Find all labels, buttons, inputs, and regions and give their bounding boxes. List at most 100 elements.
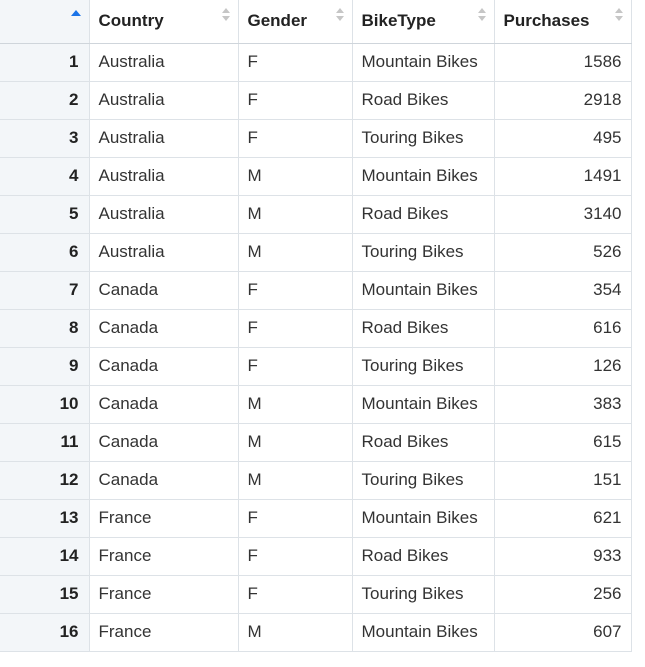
row-index-cell: 12 bbox=[0, 461, 90, 500]
table-row[interactable]: 12 Canada M Touring Bikes 151 bbox=[0, 461, 632, 500]
country-cell: France bbox=[89, 575, 239, 614]
biketype-cell: Mountain Bikes bbox=[352, 613, 495, 652]
column-header-gender[interactable]: Gender bbox=[238, 0, 353, 44]
gender-cell: F bbox=[238, 81, 353, 120]
country-cell: Australia bbox=[89, 81, 239, 120]
table-row[interactable]: 7 Canada F Mountain Bikes 354 bbox=[0, 271, 632, 310]
gender-cell: M bbox=[238, 613, 353, 652]
column-header-label: BikeType bbox=[361, 11, 436, 31]
purchases-cell: 256 bbox=[494, 575, 632, 614]
gender-cell: M bbox=[238, 195, 353, 234]
purchases-cell: 2918 bbox=[494, 81, 632, 120]
biketype-cell: Road Bikes bbox=[352, 309, 495, 348]
country-cell: Canada bbox=[89, 309, 239, 348]
gender-cell: F bbox=[238, 575, 353, 614]
row-index-cell: 14 bbox=[0, 537, 90, 576]
biketype-cell: Mountain Bikes bbox=[352, 43, 495, 82]
gender-cell: F bbox=[238, 537, 353, 576]
country-cell: Canada bbox=[89, 461, 239, 500]
country-cell: France bbox=[89, 537, 239, 576]
table-row[interactable]: 11 Canada M Road Bikes 615 bbox=[0, 423, 632, 462]
column-header-label: Gender bbox=[247, 11, 308, 31]
table-row[interactable]: 16 France M Mountain Bikes 607 bbox=[0, 613, 632, 652]
row-index-cell: 7 bbox=[0, 271, 90, 310]
row-index-cell: 15 bbox=[0, 575, 90, 614]
purchases-cell: 3140 bbox=[494, 195, 632, 234]
table-row[interactable]: 13 France F Mountain Bikes 621 bbox=[0, 499, 632, 538]
country-cell: Australia bbox=[89, 119, 239, 158]
purchases-cell: 607 bbox=[494, 613, 632, 652]
row-index-cell: 4 bbox=[0, 157, 90, 196]
sort-ascending-icon[interactable] bbox=[70, 10, 81, 16]
table-row[interactable]: 4 Australia M Mountain Bikes 1491 bbox=[0, 157, 632, 196]
country-cell: Australia bbox=[89, 43, 239, 82]
purchases-cell: 526 bbox=[494, 233, 632, 272]
table-body: 1 Australia F Mountain Bikes 1586 2 Australia F… bbox=[0, 43, 632, 652]
table-row[interactable]: 2 Australia F Road Bikes 2918 bbox=[0, 81, 632, 120]
table-row[interactable]: 10 Canada M Mountain Bikes 383 bbox=[0, 385, 632, 424]
sort-both-icon[interactable] bbox=[614, 8, 623, 22]
country-cell: France bbox=[89, 613, 239, 652]
row-index-cell: 9 bbox=[0, 347, 90, 386]
table-row[interactable]: 8 Canada F Road Bikes 616 bbox=[0, 309, 632, 348]
biketype-cell: Mountain Bikes bbox=[352, 271, 495, 310]
table-row[interactable]: 6 Australia M Touring Bikes 526 bbox=[0, 233, 632, 272]
country-cell: Canada bbox=[89, 271, 239, 310]
row-index-cell: 1 bbox=[0, 43, 90, 82]
country-cell: Canada bbox=[89, 423, 239, 462]
purchases-cell: 1586 bbox=[494, 43, 632, 82]
purchases-cell: 1491 bbox=[494, 157, 632, 196]
sort-both-icon[interactable] bbox=[477, 8, 486, 22]
biketype-cell: Mountain Bikes bbox=[352, 499, 495, 538]
purchases-cell: 616 bbox=[494, 309, 632, 348]
biketype-cell: Touring Bikes bbox=[352, 119, 495, 158]
gender-cell: F bbox=[238, 119, 353, 158]
gender-cell: M bbox=[238, 461, 353, 500]
biketype-cell: Road Bikes bbox=[352, 537, 495, 576]
column-header-country[interactable]: Country bbox=[89, 0, 239, 44]
biketype-cell: Road Bikes bbox=[352, 423, 495, 462]
country-cell: Australia bbox=[89, 233, 239, 272]
table-row[interactable]: 3 Australia F Touring Bikes 495 bbox=[0, 119, 632, 158]
biketype-cell: Road Bikes bbox=[352, 81, 495, 120]
header-row: Country Gender BikeType Purchases bbox=[0, 0, 632, 44]
column-header-purchases[interactable]: Purchases bbox=[494, 0, 632, 44]
data-table: Country Gender BikeType Purchases 1 Austr… bbox=[0, 0, 632, 652]
row-index-cell: 2 bbox=[0, 81, 90, 120]
row-index-cell: 11 bbox=[0, 423, 90, 462]
purchases-cell: 615 bbox=[494, 423, 632, 462]
row-index-cell: 10 bbox=[0, 385, 90, 424]
purchases-cell: 354 bbox=[494, 271, 632, 310]
row-index-cell: 13 bbox=[0, 499, 90, 538]
gender-cell: F bbox=[238, 43, 353, 82]
table-row[interactable]: 14 France F Road Bikes 933 bbox=[0, 537, 632, 576]
biketype-cell: Road Bikes bbox=[352, 195, 495, 234]
sort-both-icon[interactable] bbox=[335, 8, 344, 22]
column-header-label: Purchases bbox=[503, 11, 590, 31]
row-index-cell: 6 bbox=[0, 233, 90, 272]
gender-cell: F bbox=[238, 309, 353, 348]
purchases-cell: 933 bbox=[494, 537, 632, 576]
biketype-cell: Touring Bikes bbox=[352, 347, 495, 386]
gender-cell: F bbox=[238, 271, 353, 310]
gender-cell: M bbox=[238, 157, 353, 196]
purchases-cell: 151 bbox=[494, 461, 632, 500]
column-header-biketype[interactable]: BikeType bbox=[352, 0, 495, 44]
biketype-cell: Touring Bikes bbox=[352, 233, 495, 272]
purchases-cell: 621 bbox=[494, 499, 632, 538]
biketype-cell: Mountain Bikes bbox=[352, 385, 495, 424]
row-index-cell: 5 bbox=[0, 195, 90, 234]
biketype-cell: Touring Bikes bbox=[352, 575, 495, 614]
country-cell: Canada bbox=[89, 385, 239, 424]
column-header-index[interactable] bbox=[0, 0, 90, 44]
table-row[interactable]: 1 Australia F Mountain Bikes 1586 bbox=[0, 43, 632, 82]
sort-both-icon[interactable] bbox=[221, 8, 230, 22]
table-row[interactable]: 5 Australia M Road Bikes 3140 bbox=[0, 195, 632, 234]
country-cell: Canada bbox=[89, 347, 239, 386]
country-cell: Australia bbox=[89, 195, 239, 234]
gender-cell: M bbox=[238, 423, 353, 462]
country-cell: France bbox=[89, 499, 239, 538]
table-row[interactable]: 15 France F Touring Bikes 256 bbox=[0, 575, 632, 614]
table-row[interactable]: 9 Canada F Touring Bikes 126 bbox=[0, 347, 632, 386]
purchases-cell: 126 bbox=[494, 347, 632, 386]
